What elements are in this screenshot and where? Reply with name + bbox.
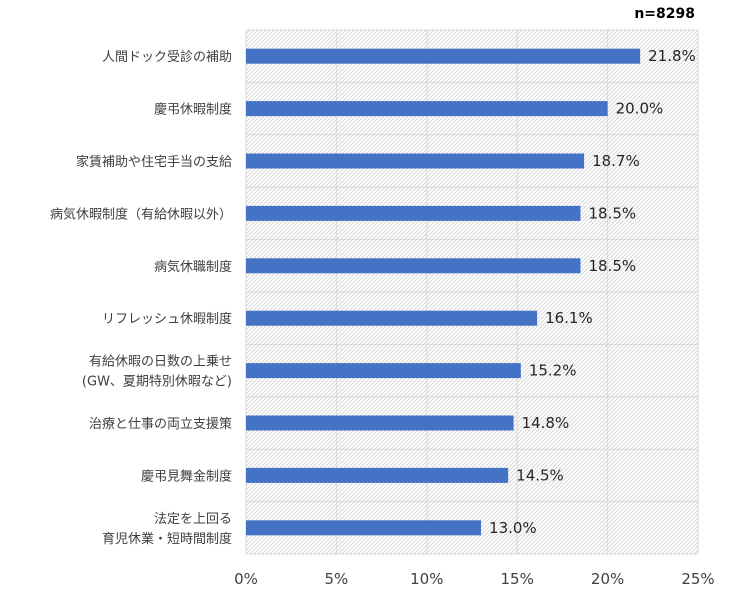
data-label: 14.5% — [516, 466, 564, 484]
x-tick-label: 0% — [234, 570, 258, 588]
bar — [246, 467, 509, 483]
bar — [246, 48, 641, 64]
category-label: 慶弔休暇制度 — [154, 102, 232, 118]
data-label: 18.5% — [588, 257, 636, 275]
category-label: 病気休暇制度（有給休暇以外） — [50, 206, 232, 222]
category-labels: 人間ドック受診の補助慶弔休暇制度家賃補助や住宅手当の支給病気休暇制度（有給休暇以… — [50, 49, 232, 547]
category-label: リフレッシュ休暇制度 — [102, 311, 232, 327]
x-tick-label: 15% — [501, 570, 534, 588]
category-label: 病気休職制度 — [154, 259, 232, 275]
category-label: (GW、夏期特別休暇など) — [82, 375, 232, 390]
category-label: 人間ドック受診の補助 — [102, 49, 232, 65]
bar — [246, 415, 514, 431]
data-label: 14.8% — [522, 414, 570, 432]
x-tick-label: 5% — [325, 570, 349, 588]
x-tick-label: 25% — [681, 570, 714, 588]
bars — [246, 48, 641, 536]
x-tick-label: 10% — [410, 570, 443, 588]
value-labels: 21.8% 20.0% 18.7% 18.5% 18.5% 16.1% 15.2% 14.8%… — [489, 47, 696, 537]
sample-size-note: n=8298 — [634, 6, 695, 22]
bar — [246, 310, 538, 326]
category-label: 育児休業・短時間制度 — [102, 531, 232, 547]
bar — [246, 101, 608, 117]
bar — [246, 520, 482, 536]
category-label: 治療と仕事の両立支援策 — [89, 416, 232, 432]
data-label: 13.0% — [489, 519, 537, 537]
data-label: 16.1% — [545, 309, 593, 327]
bar — [246, 363, 521, 379]
data-label: 15.2% — [529, 362, 577, 380]
data-label: 18.7% — [592, 152, 640, 170]
x-tick-label: 20% — [591, 570, 624, 588]
category-label: 家賃補助や住宅手当の支給 — [76, 154, 232, 170]
grid-lines — [245, 29, 699, 555]
data-label: 20.0% — [616, 100, 664, 118]
bar — [246, 258, 581, 274]
x-axis-tick-labels: 0% 5% 10% 15% 20% 25% — [234, 570, 715, 588]
bar — [246, 153, 585, 169]
category-label: 法定を上回る — [154, 512, 232, 527]
data-label: 18.5% — [588, 204, 636, 222]
category-label: 慶弔見舞金制度 — [141, 468, 232, 484]
bar — [246, 205, 581, 221]
data-label: 21.8% — [648, 47, 696, 65]
category-label: 有給休暇の日数の上乗せ — [89, 355, 232, 370]
